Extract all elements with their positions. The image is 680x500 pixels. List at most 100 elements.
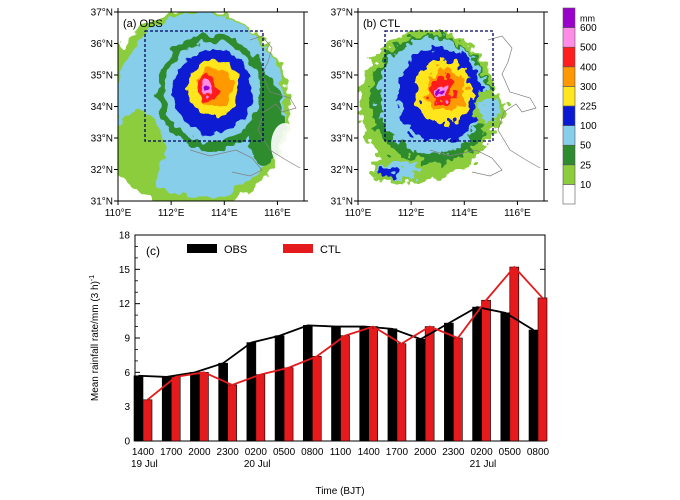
line-obs xyxy=(138,306,534,378)
map-obs-rainfall-field xyxy=(118,12,299,201)
bar-chart: (c) 0 3 6 9 12 15 18 1400 1700 2000 2300 0200 0500 0… xyxy=(89,231,550,498)
colorbar-level-label: 300 xyxy=(580,82,597,93)
chart-bars xyxy=(133,266,548,442)
colorbar-swatch xyxy=(562,164,576,185)
bar-obs xyxy=(274,335,285,442)
bar-obs xyxy=(500,312,511,442)
x-date-label: 20 Jul xyxy=(244,459,271,470)
map-lon-tick-label: 110°E xyxy=(345,208,372,219)
y-tick-label: 6 xyxy=(124,368,130,379)
bar-ctl xyxy=(283,367,294,442)
map-lat-tick-label: 37°N xyxy=(331,8,353,19)
bar-obs xyxy=(415,338,426,442)
x-tick-label: 2300 xyxy=(217,447,240,458)
bar-ctl xyxy=(199,372,209,442)
bar-obs xyxy=(218,362,228,442)
x-date-label: 21 Jul xyxy=(470,459,497,470)
x-tick-label: 0200 xyxy=(245,447,268,458)
colorbar-swatch xyxy=(562,27,576,48)
x-tick-label: 0800 xyxy=(527,447,550,458)
line-ctl xyxy=(146,265,544,401)
map-ctl-province-boundary xyxy=(429,35,541,177)
map-lat-tick-label: 31°N xyxy=(91,197,113,208)
x-tick-label: 0500 xyxy=(273,447,296,458)
chart-x-axis-label: Time (BJT) xyxy=(315,486,364,497)
bar-ctl xyxy=(396,343,407,442)
bar-obs xyxy=(190,372,200,442)
chart-x-axis: 1400 1700 2000 2300 0200 0500 0800 1100 1400 1700… xyxy=(131,436,550,470)
map-lat-tick-label: 34°N xyxy=(91,102,113,113)
legend-swatch-ctl xyxy=(283,244,313,253)
map-ctl-panel-label: (b) CTL xyxy=(363,18,400,30)
bar-ctl xyxy=(142,399,153,442)
y-tick-label: 9 xyxy=(124,334,130,345)
colorbar-level-label: 10 xyxy=(580,180,592,191)
x-tick-label: 1700 xyxy=(160,447,183,458)
legend-label-ctl: CTL xyxy=(320,244,341,256)
map-obs-axes: 110°E 112°E 114°E 116°E 31°N 32°N 33°N 34°N 35°N… xyxy=(91,8,308,219)
map-lat-tick-label: 36°N xyxy=(331,39,353,50)
colorbar-level-label: 100 xyxy=(580,121,597,132)
colorbar-swatch xyxy=(562,105,576,126)
bar-ctl xyxy=(481,299,491,442)
bar-ctl xyxy=(227,384,237,442)
bar-ctl xyxy=(424,326,435,442)
map-lat-tick-label: 31°N xyxy=(331,197,353,208)
map-obs: (a) OBS 110°E 112°E 114°E 116°E 31°N 32°N 33°N… xyxy=(91,8,308,219)
legend-label-obs: OBS xyxy=(224,244,247,256)
map-lat-tick-label: 34°N xyxy=(331,102,353,113)
colorbar-swatch xyxy=(562,144,576,166)
x-tick-label: 0500 xyxy=(499,447,522,458)
bar-obs xyxy=(387,328,398,442)
chart-panel-label: (c) xyxy=(146,244,160,258)
colorbar-level-label: 225 xyxy=(580,102,597,113)
colorbar-level-label: 25 xyxy=(580,160,592,171)
y-tick-label: 18 xyxy=(119,231,131,242)
map-lat-tick-label: 36°N xyxy=(91,39,113,50)
x-tick-label: 1400 xyxy=(132,447,155,458)
bar-obs xyxy=(472,306,482,442)
bar-obs xyxy=(359,326,370,442)
colorbar-swatch xyxy=(562,46,576,68)
map-ctl: (b) CTL 110°E 112°E 114°E 116°E 31°N 32°N 33°N… xyxy=(331,8,548,219)
bar-obs xyxy=(133,375,144,442)
bar-ctl xyxy=(170,376,181,442)
chart-lines xyxy=(138,265,544,401)
x-tick-label: 2000 xyxy=(414,447,437,458)
bar-ctl xyxy=(255,374,266,442)
bar-ctl xyxy=(453,337,463,442)
colorbar-swatch xyxy=(562,66,576,87)
x-tick-label: 0200 xyxy=(470,447,493,458)
x-tick-label: 2300 xyxy=(442,447,465,458)
map-lat-tick-label: 33°N xyxy=(91,134,113,145)
map-lon-tick-label: 110°E xyxy=(105,208,132,219)
x-tick-label: 1400 xyxy=(358,447,381,458)
bar-ctl xyxy=(311,356,322,442)
colorbar-swatch xyxy=(562,86,576,107)
map-lat-tick-label: 32°N xyxy=(331,165,353,176)
x-date-label: 19 Jul xyxy=(131,459,158,470)
map-lon-tick-label: 116°E xyxy=(264,208,291,219)
colorbar-swatch xyxy=(562,184,576,205)
map-lon-tick-label: 114°E xyxy=(451,208,478,219)
colorbar-level-label: 400 xyxy=(580,62,597,73)
bar-ctl xyxy=(509,266,520,442)
bar-obs xyxy=(302,325,313,442)
map-obs-province-boundary xyxy=(189,35,301,177)
chart-legend: OBS CTL xyxy=(187,244,341,256)
colorbar-level-label: 600 xyxy=(580,23,597,34)
x-tick-label: 1100 xyxy=(330,447,352,458)
colorbar-level-label: 500 xyxy=(580,43,597,54)
map-obs-domain-box xyxy=(144,30,264,142)
y-axis-label-superscript: -1 xyxy=(89,275,96,281)
bar-obs xyxy=(246,342,257,442)
x-tick-label: 2000 xyxy=(188,447,211,458)
y-tick-label: 12 xyxy=(119,299,131,310)
colorbar-swatch xyxy=(562,125,576,146)
x-tick-label: 1700 xyxy=(386,447,409,458)
map-lon-tick-label: 114°E xyxy=(211,208,238,219)
map-lat-tick-label: 35°N xyxy=(91,71,113,82)
x-tick-label: 0800 xyxy=(301,447,324,458)
